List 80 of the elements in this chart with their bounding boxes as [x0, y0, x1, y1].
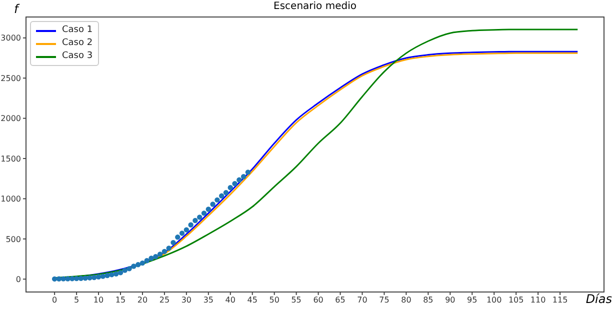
x-tick-label: 60 [313, 296, 324, 305]
point [236, 177, 242, 183]
point [188, 222, 194, 228]
point [210, 202, 216, 207]
point [126, 266, 132, 272]
point [240, 174, 246, 180]
point [131, 264, 136, 269]
y-tick-label: 2500 [0, 74, 21, 83]
point [206, 206, 212, 212]
point [148, 256, 154, 261]
point [92, 274, 97, 280]
chart-title: Escenario medio [272, 1, 358, 12]
x-tick-label: 50 [269, 296, 280, 305]
point [114, 271, 119, 277]
point [78, 276, 84, 282]
x-tick-label: 110 [530, 296, 546, 305]
point [118, 270, 124, 276]
point [223, 190, 229, 196]
point [166, 246, 172, 251]
x-tick-label: 25 [159, 296, 170, 305]
x-tick-label: 65 [335, 296, 346, 305]
point [65, 276, 70, 282]
x-tick-label: 100 [486, 296, 502, 305]
point [162, 248, 168, 254]
point [175, 234, 180, 240]
point [214, 197, 220, 203]
point [122, 268, 128, 273]
x-axis-title: Días [586, 292, 612, 306]
legend-label: Caso 2 [62, 37, 93, 50]
x-tick-label: 75 [379, 296, 390, 305]
point [144, 258, 150, 264]
y-tick-label: 1500 [0, 154, 21, 164]
point [109, 272, 114, 278]
x-tick-label: 115 [552, 296, 568, 305]
y-tick-label: 500 [6, 234, 21, 244]
point [135, 262, 141, 268]
x-tick-label: 105 [508, 296, 524, 305]
x-tick-label: 55 [291, 296, 302, 305]
point [170, 240, 176, 246]
x-tick-label: 70 [357, 296, 368, 305]
legend-label: Caso 3 [62, 50, 93, 63]
x-tick-label: 95 [467, 296, 478, 305]
point [197, 214, 202, 220]
point [87, 275, 92, 280]
point [228, 185, 233, 190]
x-tick-label: 90 [445, 296, 456, 305]
x-tick-label: 30 [181, 296, 192, 305]
x-tick-label: 80 [401, 296, 412, 305]
point [70, 276, 75, 282]
y-tick-label: 2000 [0, 114, 21, 124]
point [96, 274, 102, 280]
point [218, 193, 224, 199]
x-tick-label: 0 [52, 296, 58, 305]
point [179, 230, 185, 236]
point [153, 254, 158, 260]
point [56, 276, 62, 282]
x-tick-label: 20 [137, 296, 148, 305]
x-tick-label: 45 [247, 296, 258, 305]
point [184, 227, 190, 232]
point [157, 252, 163, 257]
x-tick-label: 10 [93, 296, 104, 305]
y-axis-title: f [14, 2, 18, 16]
y-tick-label: 3000 [0, 34, 21, 43]
point [74, 276, 80, 282]
point [60, 276, 66, 282]
x-tick-label: 85 [423, 296, 434, 305]
x-tick-label: 15 [115, 296, 126, 305]
x-tick-label: 5 [74, 296, 80, 305]
point [232, 181, 238, 186]
point [192, 218, 198, 224]
y-tick-label: 1000 [0, 194, 21, 204]
point [201, 210, 207, 216]
legend-label: Caso 1 [62, 24, 93, 37]
point [245, 170, 251, 175]
point [52, 276, 58, 282]
x-tick-label: 35 [203, 296, 214, 305]
point [140, 260, 146, 266]
x-tick-label: 40 [225, 296, 236, 305]
point [100, 274, 106, 279]
y-tick-label: 0 [16, 274, 21, 284]
